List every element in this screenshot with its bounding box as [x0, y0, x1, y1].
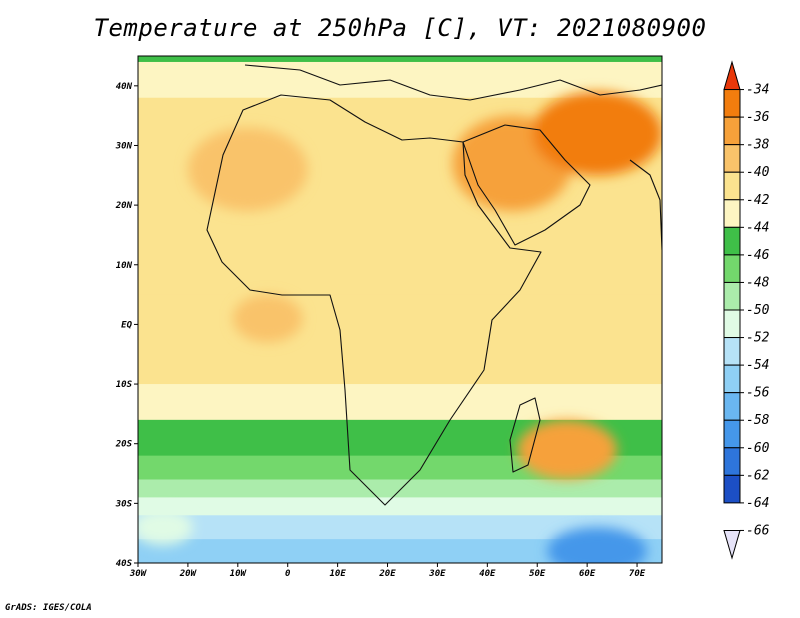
colorbar-top-arrow: [723, 60, 741, 91]
footer-credit: GrADS: IGES/COLA: [5, 603, 92, 613]
colorbar: -34 -36 -38 -40 -42 -44 -46 -48 -50 -52 -54 -56 -58 -…: [723, 60, 770, 560]
colorbar-swatch: [723, 474, 741, 504]
colorbar-swatch: [723, 309, 741, 339]
colorbar-swatch: [723, 281, 741, 311]
field-band: [138, 539, 662, 563]
colorbar-label: -54: [746, 358, 769, 373]
colorbar-swatch: [723, 199, 741, 228]
colorbar-swatch: [723, 447, 741, 476]
lon-tick-label: 10E: [329, 569, 346, 579]
colorbar-bottom-arrow: [723, 529, 741, 560]
field-band: [138, 384, 662, 421]
colorbar-label: -34: [746, 83, 769, 98]
lon-tick-label: 40E: [479, 569, 496, 579]
temperature-field: [138, 56, 662, 563]
lon-tick-label: 30E: [428, 569, 446, 579]
field-anomalies: [138, 91, 662, 563]
field-band: [138, 205, 662, 296]
lon-tick-label: 30W: [129, 569, 148, 579]
lon-tick-label: 20W: [179, 569, 198, 579]
colorbar-swatch: [723, 419, 741, 449]
lat-tick-label: 30S: [115, 499, 133, 509]
field-band: [138, 56, 662, 63]
gulf-guinea-region: [232, 294, 303, 343]
europe-coastline: [244, 64, 662, 101]
coastlines: [206, 64, 662, 506]
colorbar-label: -44: [746, 220, 769, 235]
lat-tick-label: EQ: [121, 320, 132, 330]
colorbar-swatch: [723, 171, 741, 201]
colorbar-swatch: [723, 116, 741, 146]
map-frame: [137, 55, 663, 564]
colorbar-label: -64: [746, 496, 769, 511]
lat-tick-label: 10N: [116, 261, 133, 271]
field-band: [138, 479, 662, 499]
colorbar-label: -38: [746, 138, 770, 153]
colorbar-label: -56: [746, 386, 770, 401]
colorbar-label: -48: [746, 275, 770, 290]
colorbar-label: -58: [746, 413, 770, 428]
colorbar-label: -60: [746, 441, 770, 456]
colorbar-swatch: [723, 226, 741, 256]
colorbar-swatch: [723, 144, 741, 173]
colorbar-label: -52: [746, 331, 770, 346]
lon-tick-label: 60E: [579, 569, 596, 579]
africa-coastline: [206, 94, 542, 506]
colorbar-label: -62: [746, 468, 770, 483]
india-coastline: [629, 159, 662, 251]
lon-tick-label: 70E: [629, 569, 646, 579]
colorbar-swatch: [723, 392, 741, 421]
colorbar-swatch: [723, 364, 741, 394]
colorbar-label: -66: [746, 523, 770, 538]
lat-tick-label: 10S: [116, 380, 133, 390]
map-axes: 30W 20W 10W 0 10E 20E 30E 40E 50E 60E 70E 40N 30N 20N…: [115, 82, 646, 579]
south-atlantic-region: [138, 509, 193, 546]
colorbar-label: -46: [746, 248, 770, 263]
colorbar-swatch: [723, 254, 741, 283]
chart-title: Temperature at 250hPa [C], VT: 202108090…: [93, 14, 707, 42]
colorbar-label: -40: [746, 165, 770, 180]
indian-ocean-south-region: [517, 419, 618, 480]
colorbar-label: -50: [746, 303, 770, 318]
lat-tick-label: 40N: [116, 82, 133, 92]
lat-tick-label: 20N: [115, 201, 133, 211]
lon-tick-label: 0: [285, 569, 291, 579]
arabia-coastline: [462, 124, 591, 246]
lat-tick-label: 30N: [115, 141, 133, 151]
colorbar-swatch: [723, 89, 741, 118]
colorbar-label: -36: [746, 110, 770, 125]
lat-tick-label: 20S: [115, 440, 133, 450]
lon-tick-label: 20E: [378, 569, 396, 579]
colorbar-swatch: [723, 337, 741, 366]
field-band: [138, 497, 662, 517]
lon-tick-label: 10W: [230, 569, 248, 579]
lat-tick-label: 40S: [116, 559, 133, 569]
lon-tick-label: 50E: [529, 569, 546, 579]
colorbar-label: -42: [746, 193, 770, 208]
field-band: [138, 61, 662, 99]
southern-ocean-east-region: [547, 527, 648, 563]
sahara-region: [187, 127, 308, 212]
iran-afghanistan-region: [532, 91, 662, 176]
field-band: [138, 294, 662, 386]
madagascar-coastline: [509, 397, 541, 473]
